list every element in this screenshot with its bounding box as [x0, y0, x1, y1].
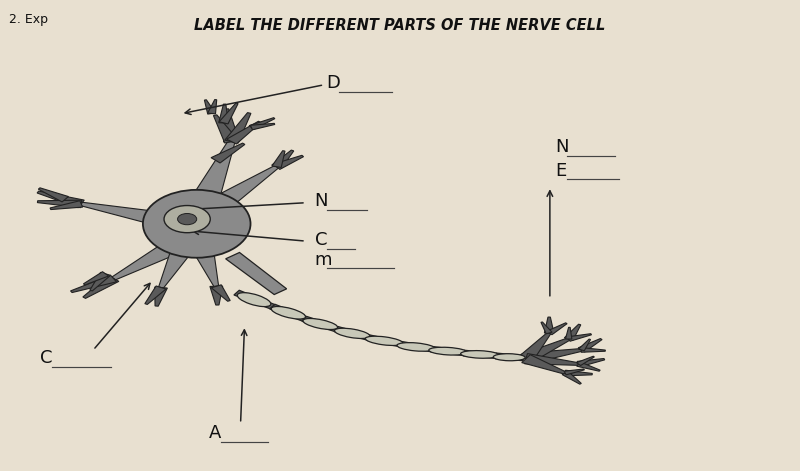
Polygon shape: [211, 285, 230, 301]
Polygon shape: [218, 104, 228, 123]
Ellipse shape: [494, 354, 525, 361]
Polygon shape: [564, 369, 584, 375]
Ellipse shape: [461, 350, 499, 358]
Ellipse shape: [429, 347, 467, 355]
Polygon shape: [50, 201, 82, 210]
Polygon shape: [154, 287, 167, 306]
Polygon shape: [544, 317, 554, 333]
Text: C: C: [40, 349, 52, 367]
Polygon shape: [562, 372, 582, 384]
Polygon shape: [226, 252, 286, 294]
Polygon shape: [195, 253, 218, 286]
Polygon shape: [38, 200, 82, 208]
Polygon shape: [566, 327, 572, 339]
Polygon shape: [274, 155, 303, 170]
Ellipse shape: [397, 342, 435, 351]
Polygon shape: [525, 354, 579, 365]
Text: E: E: [555, 162, 566, 180]
Ellipse shape: [178, 213, 197, 225]
Polygon shape: [83, 276, 119, 298]
Polygon shape: [211, 143, 245, 163]
Polygon shape: [38, 188, 69, 202]
Ellipse shape: [271, 307, 306, 319]
Polygon shape: [578, 339, 590, 351]
Polygon shape: [578, 339, 602, 352]
Ellipse shape: [164, 205, 210, 233]
Text: C: C: [314, 231, 327, 249]
Polygon shape: [564, 324, 581, 340]
Polygon shape: [523, 349, 582, 364]
Polygon shape: [463, 350, 496, 358]
Polygon shape: [83, 272, 109, 285]
Ellipse shape: [143, 190, 250, 258]
Text: N: N: [314, 192, 328, 211]
Polygon shape: [210, 286, 222, 305]
Polygon shape: [205, 100, 215, 114]
Polygon shape: [519, 333, 551, 361]
Text: m: m: [314, 251, 332, 269]
Polygon shape: [158, 250, 190, 288]
Polygon shape: [219, 103, 238, 124]
Polygon shape: [567, 333, 591, 341]
Polygon shape: [220, 166, 278, 203]
Text: N: N: [555, 138, 569, 156]
Polygon shape: [577, 358, 605, 367]
Polygon shape: [208, 99, 217, 114]
Polygon shape: [565, 370, 592, 376]
Polygon shape: [272, 150, 294, 168]
Polygon shape: [70, 275, 117, 292]
Polygon shape: [581, 348, 606, 352]
Polygon shape: [398, 341, 433, 352]
Polygon shape: [37, 191, 84, 208]
Polygon shape: [431, 347, 465, 356]
Polygon shape: [90, 272, 110, 291]
Polygon shape: [272, 151, 285, 168]
Polygon shape: [577, 362, 600, 371]
Polygon shape: [225, 113, 251, 143]
Polygon shape: [302, 317, 338, 332]
Ellipse shape: [238, 292, 271, 307]
Polygon shape: [249, 118, 275, 130]
Polygon shape: [522, 355, 566, 374]
Polygon shape: [111, 242, 181, 280]
Polygon shape: [226, 121, 261, 144]
Text: A: A: [209, 424, 221, 442]
Ellipse shape: [366, 336, 402, 346]
Polygon shape: [495, 353, 524, 361]
Polygon shape: [521, 338, 570, 363]
Polygon shape: [334, 326, 370, 340]
Ellipse shape: [303, 318, 338, 330]
Polygon shape: [145, 286, 166, 304]
Polygon shape: [577, 356, 594, 365]
Polygon shape: [366, 335, 402, 347]
Text: D: D: [326, 74, 341, 92]
Polygon shape: [234, 290, 275, 309]
Polygon shape: [191, 141, 235, 203]
Polygon shape: [270, 304, 306, 321]
Polygon shape: [250, 123, 274, 130]
Polygon shape: [546, 323, 567, 335]
Ellipse shape: [334, 328, 370, 339]
Polygon shape: [541, 322, 552, 334]
Text: LABEL THE DIFFERENT PARTS OF THE NERVE CELL: LABEL THE DIFFERENT PARTS OF THE NERVE C…: [194, 18, 606, 33]
Polygon shape: [214, 115, 238, 143]
Polygon shape: [223, 109, 239, 142]
Polygon shape: [80, 202, 165, 226]
Text: 2. Exp: 2. Exp: [10, 13, 48, 26]
